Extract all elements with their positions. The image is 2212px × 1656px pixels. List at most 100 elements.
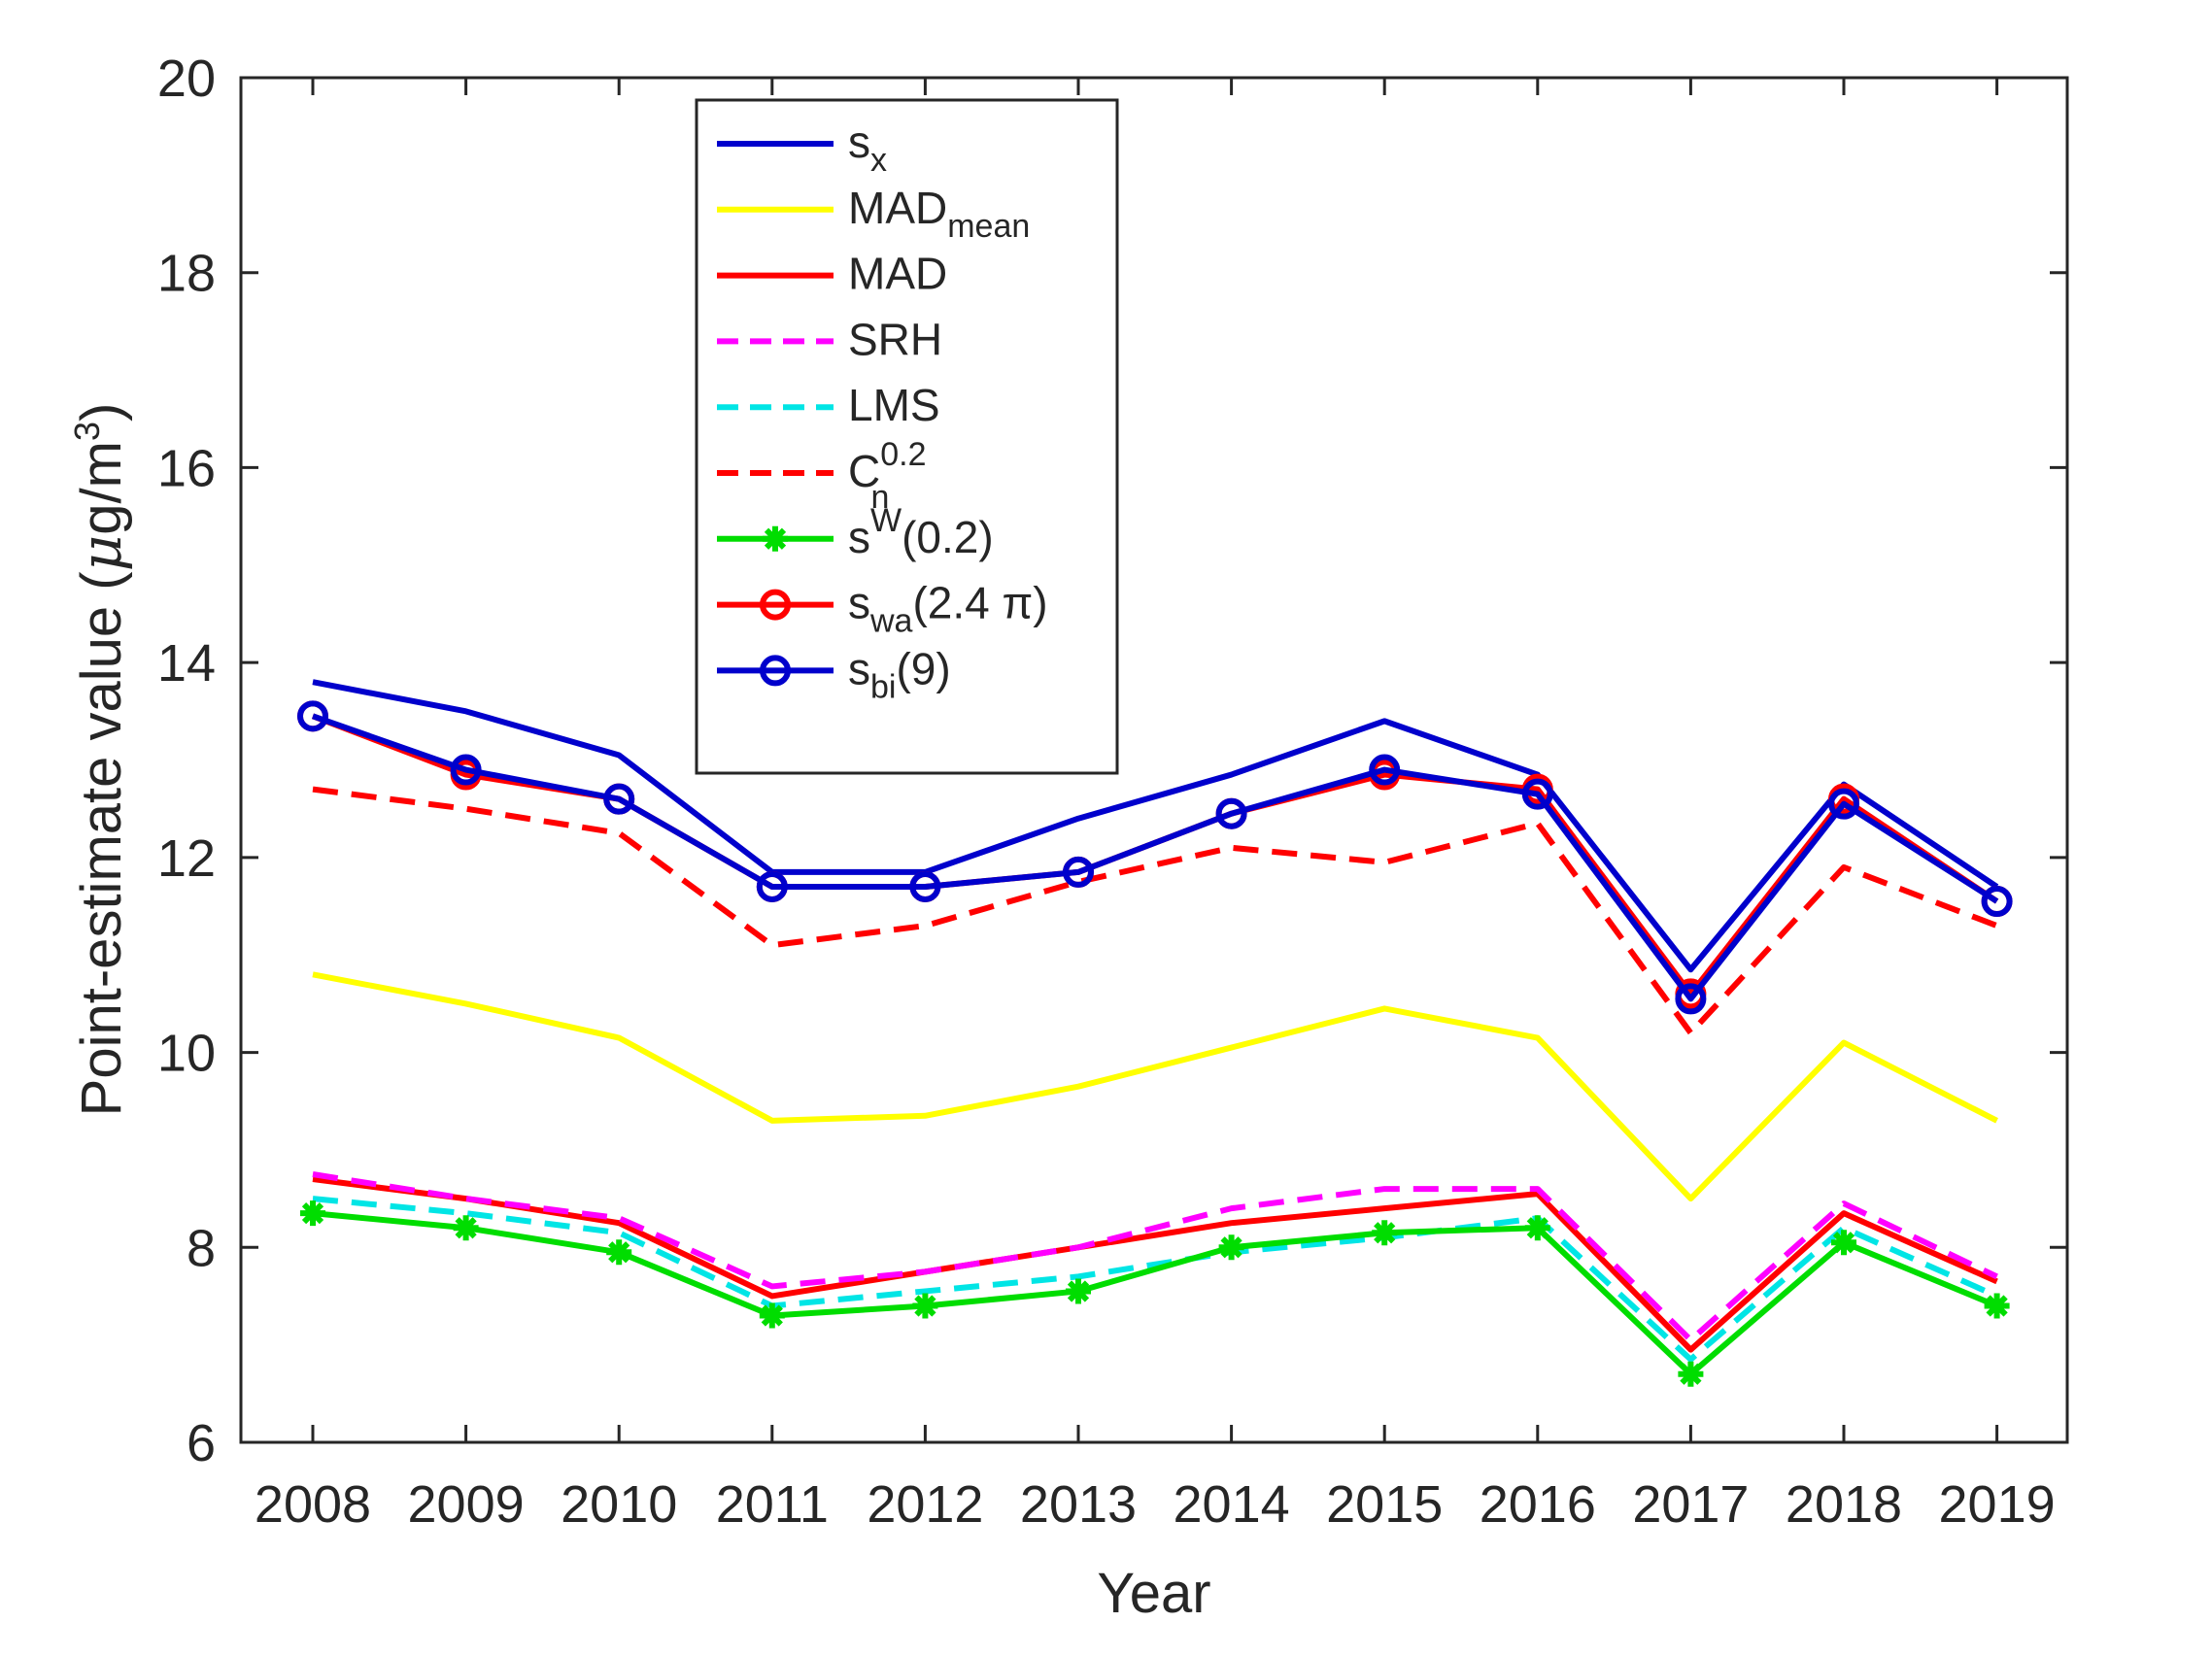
data-point-marker xyxy=(909,870,941,902)
data-point-marker xyxy=(1521,778,1553,810)
data-point-marker xyxy=(1981,886,2013,918)
legend-label: C0.2 n xyxy=(848,436,927,516)
legend-label-main: MAD xyxy=(848,249,947,299)
x-tick-label: 2017 xyxy=(1632,1475,1749,1534)
legend-label-sub: wa xyxy=(869,603,913,640)
x-tick-label: 2014 xyxy=(1174,1475,1290,1534)
data-point-marker xyxy=(1215,797,1247,829)
legend-label-main: SRH xyxy=(848,314,942,364)
series-s-bi-9 xyxy=(297,700,2013,1015)
data-point-marker xyxy=(1066,1278,1091,1304)
data-point-marker xyxy=(1831,1230,1856,1256)
y-axis-title-mu: μ xyxy=(68,535,134,572)
legend-marker xyxy=(763,525,788,552)
axis-ticks: 2008 2009 2010 2011 2012 2013 2014 2015 2016 2017… xyxy=(157,50,2067,1534)
legend-marker xyxy=(760,589,791,621)
legend-entry: swa(2.4 π) xyxy=(717,578,1048,640)
series-lms xyxy=(312,1196,1998,1363)
y-tick-label: 10 xyxy=(157,1025,216,1083)
legend-label-sub: bi xyxy=(870,668,896,705)
y-tick-label: 6 xyxy=(187,1414,216,1472)
legend-label: MADmean xyxy=(848,183,1030,245)
legend-label-main: s xyxy=(848,643,870,693)
legend-label: sW(0.2) xyxy=(848,502,994,562)
series-c-n-0-2 xyxy=(312,786,1998,1036)
legend-entry: LMS xyxy=(717,380,940,430)
legend-entry: C0.2 n xyxy=(717,436,927,516)
x-tick-label: 2011 xyxy=(716,1475,829,1534)
legend-label-main: C xyxy=(848,446,880,496)
legend-label-tail: (9) xyxy=(896,643,950,693)
legend-entry: MADmean xyxy=(717,183,1030,245)
plot-area xyxy=(239,76,2069,1444)
x-tick-label: 2010 xyxy=(561,1475,677,1534)
legend-marker xyxy=(760,655,791,687)
series-srh xyxy=(312,1171,1998,1343)
legend-label: MAD xyxy=(848,249,947,299)
x-tick-label: 2015 xyxy=(1326,1475,1443,1534)
y-axis-title-exponent: 3 xyxy=(67,422,107,441)
legend-entry: sW(0.2) xyxy=(717,502,994,562)
data-point-marker xyxy=(912,1293,938,1319)
legend-label-main: s xyxy=(848,117,870,167)
series-line xyxy=(312,679,1999,973)
y-tick-label: 12 xyxy=(157,829,216,888)
y-axis-title-unit: g/m xyxy=(70,441,133,535)
series-line xyxy=(312,1176,1998,1353)
data-point-marker xyxy=(300,1200,325,1227)
series-s-x xyxy=(312,679,1999,973)
data-point-marker xyxy=(1984,1293,2010,1319)
y-tick-label: 16 xyxy=(157,439,216,497)
data-point-marker xyxy=(1524,1215,1550,1241)
series-line xyxy=(312,1210,1998,1377)
x-tick-label: 2018 xyxy=(1786,1475,1902,1534)
x-axis-title: Year xyxy=(1097,1562,1210,1625)
data-point-marker xyxy=(1678,1361,1704,1387)
legend-label: swa(2.4 π) xyxy=(848,578,1048,640)
y-axis-title-prefix: Point-estimate value ( xyxy=(70,571,133,1116)
legend-label-sup: 0.2 xyxy=(880,436,926,473)
data-point-marker xyxy=(759,1302,785,1329)
legend-label-sup: W xyxy=(870,502,902,539)
y-axis-title-suffix: ) xyxy=(70,403,133,422)
x-tick-label: 2019 xyxy=(1939,1475,2056,1534)
y-tick-label: 18 xyxy=(157,245,216,303)
data-point-marker xyxy=(297,700,328,732)
x-tick-label: 2008 xyxy=(255,1475,371,1534)
legend-label-tail: (0.2) xyxy=(902,512,994,562)
y-axis-title: Point-estimate value (μg/m3) xyxy=(67,403,134,1117)
legend-label-main: LMS xyxy=(848,380,940,430)
legend-label: sx xyxy=(848,117,887,179)
legend-label: sbi(9) xyxy=(848,643,951,705)
legend-label-tail: (2.4 π) xyxy=(912,578,1047,628)
legend-label-sub: x xyxy=(870,142,887,179)
y-tick-label: 20 xyxy=(157,50,216,108)
x-tick-label: 2012 xyxy=(867,1475,983,1534)
data-point-marker xyxy=(1063,856,1094,888)
legend-entry: SRH xyxy=(717,314,942,364)
series-mad-mean xyxy=(312,971,1998,1202)
series-group xyxy=(297,679,2013,1387)
series-line xyxy=(312,1196,1998,1363)
y-tick-label: 8 xyxy=(187,1219,216,1277)
legend-entry: sx xyxy=(717,117,887,179)
data-point-marker xyxy=(603,783,635,815)
data-point-marker xyxy=(1675,983,1707,1015)
series-mad xyxy=(312,1176,1998,1353)
legend-entry: sbi(9) xyxy=(717,643,951,705)
data-point-marker xyxy=(450,754,482,786)
legend-label-main: MAD xyxy=(848,183,947,233)
legend-label-main: s xyxy=(848,578,870,628)
data-point-marker xyxy=(606,1239,632,1266)
legend-label: SRH xyxy=(848,314,942,364)
data-point-marker xyxy=(1372,1220,1398,1246)
legend-entry: MAD xyxy=(717,249,947,299)
series-line xyxy=(312,971,1998,1202)
legend-label-sub: n xyxy=(871,479,890,516)
x-tick-label: 2013 xyxy=(1020,1475,1137,1534)
data-point-marker xyxy=(1369,754,1401,786)
series-line xyxy=(312,713,1999,1002)
y-tick-label: 14 xyxy=(157,634,216,693)
